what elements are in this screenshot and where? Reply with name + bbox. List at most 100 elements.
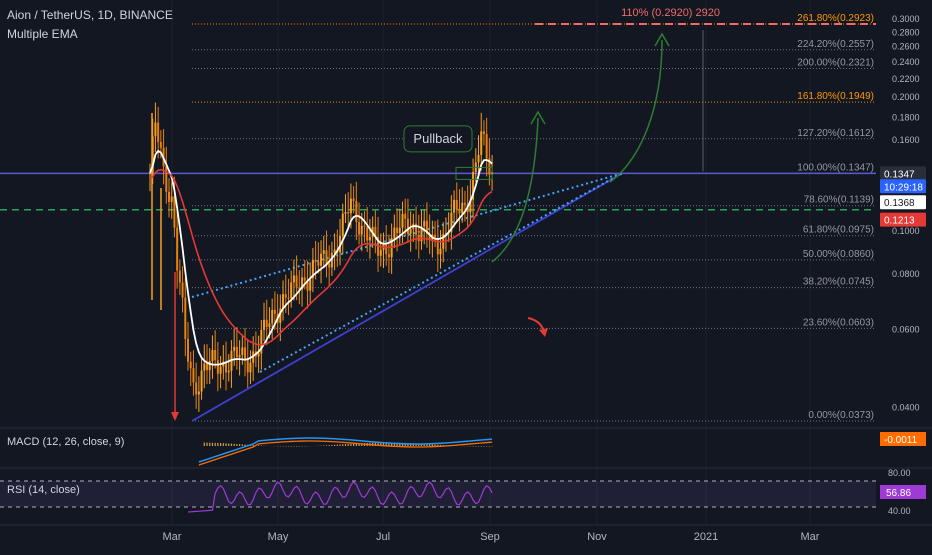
- y-tick-label: 0.2600: [892, 42, 920, 52]
- fib-level-label: 23.60%(0.0603): [803, 317, 874, 328]
- x-tick-label: Jul: [376, 531, 390, 543]
- candle-body: [192, 368, 195, 383]
- y-tick-label: 0.2200: [892, 74, 920, 84]
- candle-body: [409, 229, 412, 234]
- candle-body: [208, 361, 211, 371]
- candle-body: [406, 218, 409, 234]
- candle-body: [374, 226, 377, 238]
- candle-body: [303, 277, 306, 281]
- candle-body: [216, 360, 219, 374]
- x-tick-label: Mar: [163, 531, 182, 543]
- macd-line: [198, 437, 493, 463]
- price-badge: [880, 212, 926, 227]
- candle-body: [455, 199, 458, 210]
- fib-level-label: 261.80%(0.2923): [797, 13, 874, 24]
- candle-body: [366, 226, 369, 241]
- candle-body: [482, 131, 485, 135]
- price-badge: [880, 195, 926, 210]
- candle-body: [385, 243, 388, 255]
- fib-level-label: 38.20%(0.0745): [803, 277, 874, 288]
- candle-body: [420, 226, 423, 242]
- rsi-value-text: 56.86: [886, 488, 911, 499]
- pullback-box: [403, 125, 473, 153]
- candle-body: [396, 227, 399, 234]
- candle-body: [330, 252, 333, 268]
- candle-body: [328, 263, 331, 268]
- y-tick-label: 0.2800: [892, 27, 920, 37]
- candle-body: [246, 359, 249, 373]
- rsi-tick-label: 40.00: [888, 506, 911, 516]
- fib-level-label: 50.00%(0.0860): [803, 249, 874, 260]
- price-badge: [880, 166, 926, 181]
- candle-body: [325, 250, 328, 264]
- candle-body: [320, 253, 323, 266]
- candle-body: [244, 347, 247, 360]
- candle-body: [268, 323, 271, 327]
- trend-dotted-upper: [191, 172, 623, 298]
- candle-body: [265, 319, 268, 327]
- candle-body: [349, 198, 352, 214]
- candle-body: [197, 391, 200, 395]
- fib-level-label: 0.00%(0.0373): [808, 410, 874, 421]
- y-tick-label: 0.1000: [892, 226, 920, 236]
- candle-body: [263, 319, 266, 330]
- candle-body: [225, 361, 228, 373]
- x-tick-label: 2021: [694, 531, 718, 543]
- y-tick-label: 0.0600: [892, 324, 920, 334]
- candle-body: [227, 370, 230, 373]
- candle-body: [214, 350, 217, 361]
- candle-body: [485, 134, 488, 159]
- price-badge-text: 0.1347: [884, 169, 915, 180]
- y-tick-label: 0.3000: [892, 14, 920, 24]
- candle-body: [184, 297, 187, 340]
- candle-body: [401, 213, 404, 228]
- candle-body: [206, 363, 209, 371]
- candle-body: [187, 339, 190, 362]
- candle-body: [387, 254, 390, 258]
- candle-body: [189, 361, 192, 369]
- indicator-label: Multiple EMA: [7, 27, 78, 41]
- y-tick-label: 0.0800: [892, 269, 920, 279]
- fib-level-label: 200.00%(0.2321): [797, 57, 874, 68]
- candle-body: [341, 213, 344, 236]
- candle-body: [461, 202, 464, 214]
- candle-body: [434, 234, 437, 240]
- candle-body: [181, 282, 184, 298]
- candle-body: [428, 234, 431, 240]
- fib-level-label: 78.60%(0.1139): [804, 195, 874, 206]
- candle-body: [290, 282, 293, 299]
- candle-body: [257, 353, 260, 357]
- y-tick-label: 0.2000: [892, 92, 920, 102]
- candle-body: [360, 225, 363, 235]
- green-curve-arrow: [609, 39, 663, 183]
- candle-body: [309, 277, 312, 291]
- candle-body: [273, 309, 276, 314]
- green-arrow-head: [654, 32, 670, 47]
- ema-fast-line: [149, 149, 493, 366]
- x-tick-label: May: [268, 531, 289, 543]
- candle-body: [170, 196, 173, 202]
- candle-body: [436, 239, 439, 255]
- candle-body: [352, 198, 355, 201]
- pullback-label: Pullback: [413, 131, 463, 146]
- symbol-title: Aion / TetherUS, 1D, BINANCE: [7, 8, 173, 22]
- candle-body: [154, 122, 157, 137]
- candle-body: [287, 297, 290, 299]
- price-badge-text: 10:29:18: [884, 182, 923, 193]
- fib-level-label: 161.80%(0.1949): [797, 91, 874, 102]
- candle-body: [200, 370, 203, 392]
- candle-body: [398, 227, 401, 234]
- candle-body: [271, 309, 274, 324]
- candle-body: [249, 362, 252, 373]
- target-label: 110% (0.2920) 2920: [621, 7, 720, 19]
- candle-body: [159, 142, 162, 148]
- candle-body: [157, 122, 160, 143]
- pullback-zone: [455, 166, 493, 180]
- rsi-line: [187, 481, 493, 513]
- candle-body: [469, 199, 472, 213]
- candle-body: [333, 249, 336, 253]
- candle-body: [165, 166, 168, 192]
- y-tick-label: 0.0400: [892, 403, 920, 413]
